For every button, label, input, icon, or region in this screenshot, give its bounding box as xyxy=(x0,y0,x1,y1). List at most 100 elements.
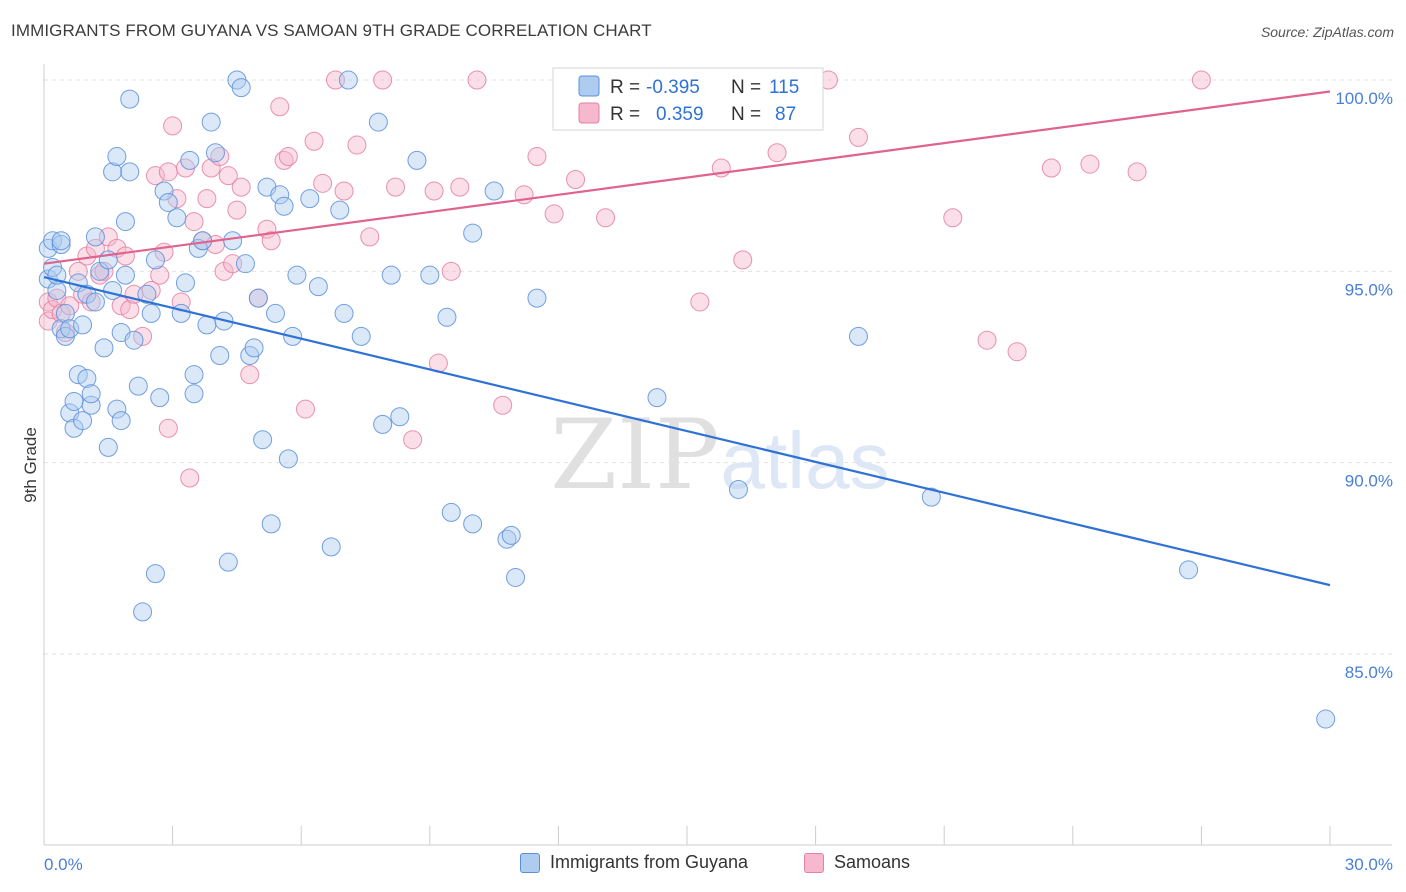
point-guyana xyxy=(1316,709,1336,729)
point-samoans xyxy=(690,292,710,312)
point-samoans xyxy=(373,70,393,90)
point-guyana xyxy=(81,384,101,404)
point-guyana xyxy=(253,430,273,450)
point-samoans xyxy=(158,418,178,438)
point-guyana xyxy=(265,303,285,323)
point-samoans xyxy=(977,330,997,350)
y-tick-label: 100.0% xyxy=(1335,89,1393,108)
axes xyxy=(43,64,1392,846)
chart-title: IMMIGRANTS FROM GUYANA VS SAMOAN 9TH GRA… xyxy=(11,21,652,40)
point-samoans xyxy=(566,169,586,189)
legend-r-value-2: 0.359 xyxy=(656,104,704,125)
point-guyana xyxy=(77,368,97,388)
point-guyana xyxy=(223,231,243,251)
point-samoans xyxy=(1041,158,1061,178)
point-guyana xyxy=(231,78,251,98)
point-guyana xyxy=(527,288,547,308)
point-guyana xyxy=(287,265,307,285)
point-guyana xyxy=(330,200,350,220)
point-samoans xyxy=(403,430,423,450)
point-samoans xyxy=(334,181,354,201)
point-samoans xyxy=(386,177,406,197)
point-guyana xyxy=(921,487,941,507)
point-samoans xyxy=(94,261,114,281)
legend-swatch-guyana-bottom xyxy=(520,852,540,873)
point-samoans xyxy=(493,395,513,415)
point-guyana xyxy=(145,564,165,584)
point-samoans xyxy=(145,166,165,186)
point-guyana xyxy=(180,150,200,170)
point-guyana xyxy=(107,147,127,167)
point-guyana xyxy=(115,265,135,285)
point-guyana xyxy=(60,319,80,339)
bottom-legend: Immigrants from Guyana Samoans xyxy=(0,852,1406,878)
point-guyana xyxy=(321,537,341,557)
legend-n-label-2: N = xyxy=(731,104,761,125)
point-guyana xyxy=(274,196,294,216)
point-samoans xyxy=(347,135,367,155)
point-samoans xyxy=(150,265,170,285)
point-guyana xyxy=(150,388,170,408)
point-guyana xyxy=(381,265,401,285)
watermark: ZIP atlas xyxy=(550,399,889,511)
legend-r-label-1: R = xyxy=(610,77,640,98)
point-samoans xyxy=(218,166,238,186)
point-guyana xyxy=(98,437,118,457)
point-guyana xyxy=(728,479,748,499)
point-guyana xyxy=(244,338,264,358)
point-guyana xyxy=(184,365,204,385)
point-samoans xyxy=(295,399,315,419)
x-tick-label-min: 0.0% xyxy=(44,855,83,874)
point-samoans xyxy=(1127,162,1147,182)
point-guyana xyxy=(115,212,135,232)
point-samoans xyxy=(278,147,298,167)
point-guyana xyxy=(463,514,483,534)
point-samoans xyxy=(1007,342,1027,362)
y-axis-label: 9th Grade xyxy=(21,427,40,503)
point-guyana xyxy=(338,70,358,90)
chart-source: Source: ZipAtlas.com xyxy=(1260,24,1394,40)
point-guyana xyxy=(205,143,225,163)
legend-item-guyana[interactable]: Immigrants from Guyana xyxy=(520,852,748,873)
point-guyana xyxy=(167,208,187,228)
point-samoans xyxy=(848,127,868,147)
legend-item-samoans[interactable]: Samoans xyxy=(804,852,910,873)
point-guyana xyxy=(107,399,127,419)
grid-lines xyxy=(44,79,1392,655)
point-samoans xyxy=(180,468,200,488)
x-tick-label-max: 30.0% xyxy=(1345,855,1393,874)
y-tick-label: 90.0% xyxy=(1345,472,1393,491)
point-guyana xyxy=(1179,560,1199,580)
point-samoans xyxy=(304,131,324,151)
point-samoans xyxy=(115,246,135,266)
point-guyana xyxy=(368,112,388,132)
point-guyana xyxy=(373,414,393,434)
point-guyana xyxy=(94,338,114,358)
point-samoans xyxy=(943,208,963,228)
point-guyana xyxy=(85,227,105,247)
point-samoans xyxy=(733,250,753,270)
legend-r-value-1: -0.395 xyxy=(646,77,700,98)
point-guyana xyxy=(141,303,161,323)
watermark-zip: ZIP xyxy=(550,399,719,511)
point-guyana xyxy=(218,552,238,572)
legend-r-label-2: R = xyxy=(610,104,640,125)
point-guyana xyxy=(484,181,504,201)
stats-legend: R = -0.395 N = 115 R = 0.359 N = 87 xyxy=(552,67,824,131)
point-samoans xyxy=(261,231,281,251)
point-samoans xyxy=(767,143,787,163)
point-guyana xyxy=(175,273,195,293)
point-samoans xyxy=(120,300,140,320)
point-guyana xyxy=(47,280,67,300)
point-samoans xyxy=(240,365,260,385)
point-samoans xyxy=(544,204,564,224)
point-guyana xyxy=(248,288,268,308)
watermark-atlas: atlas xyxy=(721,416,890,505)
point-guyana xyxy=(154,181,174,201)
point-samoans xyxy=(596,208,616,228)
point-guyana xyxy=(201,112,221,132)
point-guyana xyxy=(506,567,526,587)
point-guyana xyxy=(308,277,328,297)
point-guyana xyxy=(501,525,521,545)
